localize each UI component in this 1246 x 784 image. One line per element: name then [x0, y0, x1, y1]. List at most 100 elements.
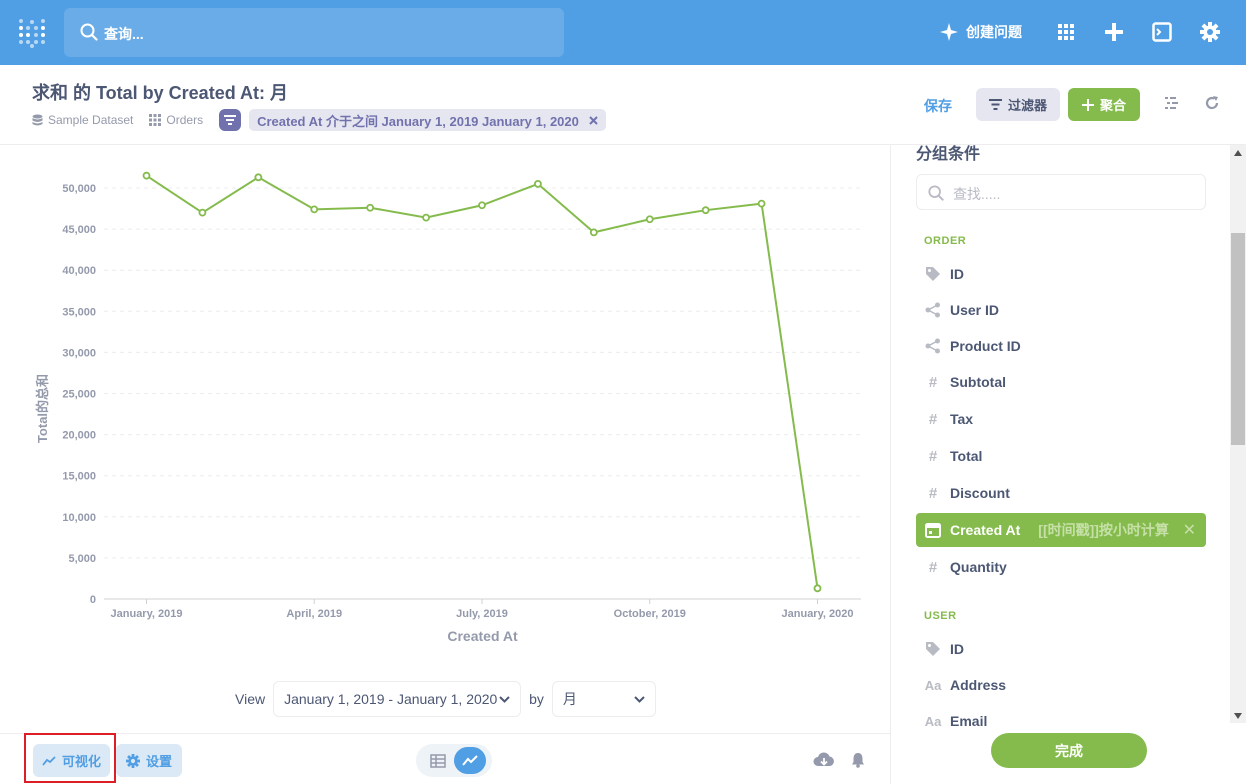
data-point [534, 179, 542, 188]
download-icon[interactable] [813, 752, 835, 768]
dimension-order-id[interactable]: ID [916, 257, 1206, 291]
breadcrumb-database[interactable]: Sample Dataset [32, 113, 133, 127]
dimension-subtotal[interactable]: # Subtotal [916, 365, 1206, 399]
filter-pill-label: Created At 介于之间 January 1, 2019 January … [257, 113, 579, 129]
search-bar[interactable]: 查询... [64, 8, 564, 57]
filter-icon [224, 115, 237, 125]
database-name: Sample Dataset [48, 113, 134, 127]
dimension-label: User ID [950, 302, 1000, 318]
number-icon: # [928, 447, 938, 465]
data-point [589, 228, 598, 237]
filter-toggle-button[interactable] [219, 109, 242, 131]
dimension-user-id-field[interactable]: ID [916, 632, 1206, 666]
dimension-total[interactable]: # Total [916, 439, 1206, 473]
new-question-label: 创建问题 [966, 24, 1022, 40]
refresh-icon[interactable] [1204, 95, 1220, 111]
dimension-label: Total [950, 448, 983, 464]
x-tick-label: January, 2019 [111, 608, 183, 620]
search-icon [80, 23, 98, 41]
section-order: ORDER [924, 235, 967, 247]
data-point [254, 173, 263, 182]
connections-icon [916, 338, 950, 354]
scroll-up-icon[interactable] [1234, 150, 1242, 156]
dimension-product-id[interactable]: Product ID [916, 329, 1206, 363]
line-chart[interactable]: 0 5,000 10,000 15,000 20,000 25,000 30,000 35,0… [0, 145, 890, 665]
date-range-value: January 1, 2019 - January 1, 2020 [284, 691, 498, 707]
sql-editor-icon[interactable] [1152, 22, 1172, 42]
close-icon[interactable]: ✕ [1182, 522, 1196, 539]
dimension-discount[interactable]: # Discount [916, 476, 1206, 510]
y-tick-label: 0 [90, 594, 96, 606]
by-label: by [529, 691, 544, 707]
line-chart-icon [42, 755, 56, 766]
view-controls: View January 1, 2019 - January 1, 2020 b… [235, 681, 656, 717]
data-point [701, 206, 710, 215]
chevron-down-icon [634, 695, 645, 703]
date-range-select[interactable]: January 1, 2019 - January 1, 2020 [273, 681, 522, 717]
dimension-created-at[interactable]: Created At [[时间戳]]按小时计算 ✕ [916, 513, 1206, 547]
page-title: 求和 的 Total by Created At: 月 [32, 83, 289, 103]
text-icon: Aa [924, 677, 942, 693]
view-toggle [416, 744, 492, 777]
metabase-logo-icon[interactable] [18, 18, 46, 48]
x-tick-label: January, 2020 [782, 608, 854, 620]
dimension-user-id[interactable]: User ID [916, 293, 1206, 327]
y-tick-label: 5,000 [68, 553, 96, 565]
chart-view-toggle[interactable] [454, 747, 486, 774]
filter-icon [988, 99, 1002, 110]
done-button[interactable]: 完成 [991, 733, 1147, 768]
table-name: Orders [166, 113, 204, 127]
sidebar-search-placeholder: 查找..... [953, 186, 1001, 202]
data-point [645, 215, 654, 224]
notebook-icon[interactable] [1164, 95, 1180, 111]
y-tick-label: 45,000 [62, 224, 96, 236]
bell-icon[interactable] [850, 752, 866, 768]
plus-icon[interactable] [1104, 22, 1124, 42]
y-axis-title: Total的总和 [35, 374, 50, 443]
search-placeholder: 查询... [104, 26, 144, 42]
filter-pill[interactable]: Created At 介于之间 January 1, 2019 January … [249, 109, 606, 131]
table-grid-icon [149, 114, 162, 126]
sparkle-icon [940, 23, 958, 41]
dimension-quantity[interactable]: # Quantity [916, 550, 1206, 584]
settings-button[interactable]: 设置 [116, 744, 182, 777]
text-icon: Aa [924, 713, 942, 729]
sidebar-scrollbar-thumb[interactable] [1231, 233, 1245, 445]
chart-area: 0 5,000 10,000 15,000 20,000 25,000 30,000 35,0… [0, 145, 890, 733]
x-tick-label: April, 2019 [286, 608, 342, 620]
scroll-down-icon[interactable] [1234, 713, 1242, 719]
filter-button[interactable]: 过滤器 [976, 88, 1060, 121]
data-point [757, 199, 766, 208]
dimension-address[interactable]: Aa Address [916, 668, 1206, 702]
y-tick-label: 15,000 [62, 471, 96, 483]
table-view-toggle[interactable] [422, 747, 454, 774]
temporal-bucket-selector[interactable]: [[时间戳]]按小时计算 [1038, 522, 1169, 538]
close-icon[interactable] [589, 115, 598, 125]
dimension-label: Subtotal [950, 374, 1006, 390]
database-icon [32, 114, 43, 126]
dimension-tax[interactable]: # Tax [916, 402, 1206, 436]
y-tick-label: 35,000 [62, 306, 96, 318]
data-point [478, 201, 486, 210]
sidebar-search-input[interactable]: 查找..... [916, 174, 1206, 210]
breadcrumb-table[interactable]: Orders [149, 113, 203, 127]
gear-icon [125, 753, 140, 768]
time-unit-select[interactable]: 月 [551, 681, 656, 717]
dimension-label: Tax [950, 411, 974, 427]
calendar-icon [916, 522, 950, 538]
gear-icon[interactable] [1200, 22, 1220, 42]
connections-icon [916, 302, 950, 318]
save-button[interactable]: 保存 [924, 98, 952, 114]
new-question-button[interactable]: 创建问题 [940, 22, 1022, 42]
summarize-button[interactable]: 聚合 [1068, 88, 1140, 121]
sidebar-title: 分组条件 [916, 146, 981, 163]
y-tick-label: 20,000 [62, 430, 96, 442]
y-tick-label: 10,000 [62, 512, 96, 524]
grid-icon[interactable] [1058, 22, 1074, 42]
dimension-label: Discount [950, 485, 1010, 501]
visualization-button[interactable]: 可视化 [33, 744, 110, 777]
dimension-email[interactable]: Aa Email [916, 704, 1206, 738]
view-label: View [235, 691, 266, 707]
data-point [198, 208, 207, 217]
tag-icon [916, 266, 950, 282]
